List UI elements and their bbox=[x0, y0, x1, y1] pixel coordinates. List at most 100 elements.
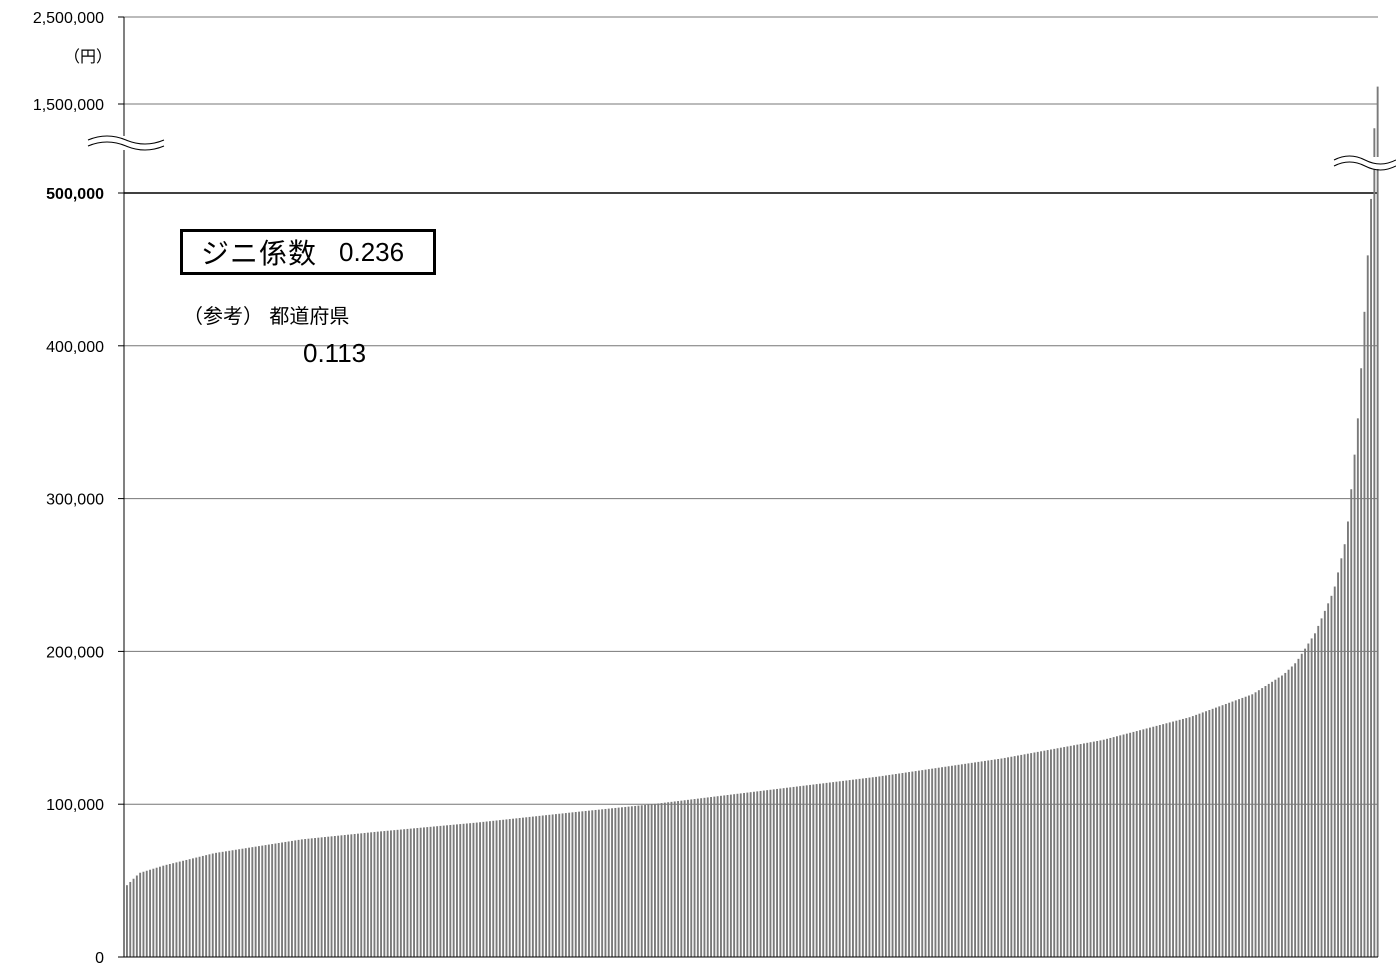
bar bbox=[594, 809, 597, 957]
bar bbox=[858, 778, 861, 957]
bar bbox=[591, 810, 594, 957]
bar bbox=[1254, 692, 1257, 957]
bar bbox=[393, 830, 396, 957]
bar bbox=[746, 792, 749, 957]
bar bbox=[1033, 752, 1036, 957]
bar bbox=[390, 830, 392, 957]
y-tick-label: 500,000 bbox=[46, 186, 104, 203]
y-tick-label: 300,000 bbox=[46, 492, 104, 509]
bar bbox=[1030, 753, 1033, 957]
bar bbox=[825, 782, 828, 957]
bar bbox=[482, 821, 485, 957]
bar bbox=[660, 803, 663, 957]
bar bbox=[700, 798, 703, 957]
bar bbox=[1010, 756, 1013, 957]
bar bbox=[221, 851, 224, 957]
bar bbox=[492, 820, 495, 957]
bar bbox=[1231, 701, 1234, 957]
bar bbox=[1079, 744, 1082, 957]
bar bbox=[373, 831, 376, 957]
bar bbox=[720, 795, 722, 957]
bar bbox=[782, 788, 785, 957]
bar bbox=[1271, 681, 1273, 957]
bar bbox=[634, 805, 637, 957]
bar bbox=[452, 824, 455, 957]
bar bbox=[1162, 724, 1165, 957]
bar bbox=[300, 839, 303, 957]
bar bbox=[172, 863, 175, 957]
bar bbox=[271, 844, 274, 957]
bar bbox=[597, 809, 600, 957]
bar bbox=[1165, 723, 1168, 957]
bar bbox=[350, 834, 353, 957]
gini-label: ジニ係数 bbox=[201, 237, 318, 270]
bar bbox=[1287, 669, 1290, 957]
bar bbox=[505, 819, 508, 957]
bar bbox=[1310, 638, 1313, 957]
bar bbox=[310, 838, 313, 957]
bar bbox=[894, 773, 897, 957]
bar bbox=[799, 786, 802, 957]
bar bbox=[941, 767, 943, 957]
y-tick-label: 1,500,000 bbox=[33, 97, 104, 114]
bar bbox=[479, 822, 481, 957]
bar bbox=[525, 817, 528, 957]
bar bbox=[155, 867, 158, 957]
bar bbox=[442, 825, 445, 957]
bar bbox=[264, 845, 267, 957]
bar bbox=[1053, 748, 1056, 957]
bar bbox=[937, 767, 940, 957]
bar bbox=[736, 793, 739, 957]
bar bbox=[1102, 739, 1105, 957]
bar bbox=[1036, 751, 1039, 957]
bar bbox=[126, 885, 128, 957]
bar bbox=[558, 813, 561, 957]
bar bbox=[462, 823, 465, 957]
bar bbox=[614, 807, 617, 957]
bar bbox=[855, 779, 858, 957]
bar bbox=[261, 845, 264, 957]
bar bbox=[168, 864, 171, 957]
bar bbox=[1234, 700, 1237, 957]
bar bbox=[145, 870, 148, 957]
bar bbox=[370, 832, 373, 957]
bar bbox=[254, 846, 257, 957]
bar bbox=[489, 821, 491, 957]
bar bbox=[1304, 648, 1306, 957]
bar bbox=[215, 852, 217, 957]
bar bbox=[185, 859, 188, 957]
bar bbox=[376, 831, 379, 957]
bar bbox=[1013, 756, 1016, 957]
bar bbox=[911, 771, 914, 957]
bar bbox=[657, 803, 660, 957]
bar bbox=[314, 838, 316, 957]
bar bbox=[677, 801, 679, 957]
bar bbox=[1277, 677, 1280, 957]
bar bbox=[921, 770, 924, 957]
bar bbox=[1224, 703, 1227, 957]
bar bbox=[1073, 745, 1075, 957]
bar bbox=[188, 859, 191, 957]
bar bbox=[726, 795, 729, 957]
axis-break-right bbox=[1333, 155, 1396, 171]
bar bbox=[267, 844, 270, 957]
bar bbox=[993, 759, 996, 957]
bar bbox=[1023, 754, 1026, 957]
bar bbox=[406, 828, 409, 957]
bars bbox=[126, 86, 1379, 958]
bar bbox=[696, 798, 699, 957]
bar bbox=[439, 825, 442, 957]
bar bbox=[413, 828, 415, 957]
bar bbox=[1109, 737, 1112, 957]
bar bbox=[1353, 454, 1356, 957]
bar bbox=[624, 806, 627, 957]
bar bbox=[749, 792, 752, 957]
bar bbox=[683, 800, 686, 957]
bar bbox=[1139, 730, 1141, 957]
bar bbox=[231, 850, 234, 957]
bar bbox=[819, 783, 821, 957]
bar bbox=[832, 782, 835, 957]
bar bbox=[1125, 733, 1128, 957]
bar bbox=[611, 808, 613, 957]
bar bbox=[835, 781, 838, 957]
